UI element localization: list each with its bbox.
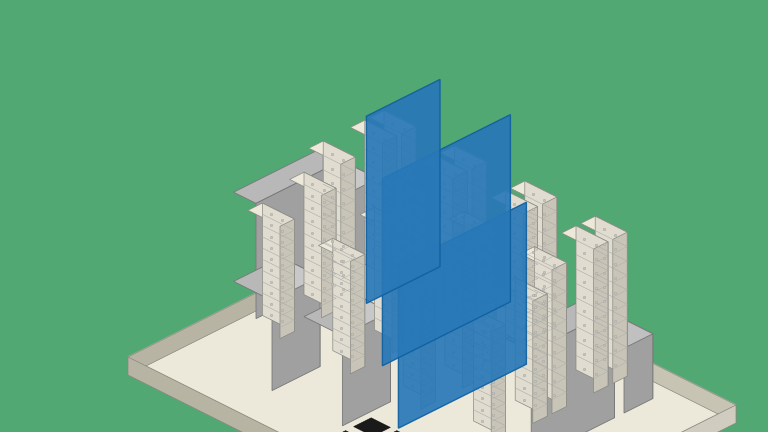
Polygon shape bbox=[576, 226, 608, 386]
Polygon shape bbox=[366, 79, 440, 303]
Polygon shape bbox=[525, 181, 557, 341]
Polygon shape bbox=[322, 188, 336, 318]
Polygon shape bbox=[374, 207, 406, 346]
Polygon shape bbox=[435, 156, 467, 315]
Polygon shape bbox=[333, 238, 365, 367]
Polygon shape bbox=[459, 309, 505, 332]
Polygon shape bbox=[449, 211, 496, 235]
Polygon shape bbox=[382, 114, 511, 366]
Polygon shape bbox=[430, 243, 477, 266]
Polygon shape bbox=[352, 178, 378, 270]
Polygon shape bbox=[520, 247, 566, 270]
Polygon shape bbox=[421, 289, 435, 409]
Polygon shape bbox=[594, 242, 608, 393]
Polygon shape bbox=[453, 172, 467, 323]
Polygon shape bbox=[482, 227, 496, 378]
Polygon shape bbox=[501, 278, 547, 301]
Polygon shape bbox=[399, 202, 526, 428]
Polygon shape bbox=[613, 232, 627, 384]
Polygon shape bbox=[128, 357, 480, 432]
Polygon shape bbox=[360, 207, 406, 231]
Polygon shape bbox=[323, 147, 346, 274]
Polygon shape bbox=[515, 278, 547, 416]
Polygon shape bbox=[233, 257, 320, 301]
Polygon shape bbox=[369, 111, 416, 134]
Polygon shape bbox=[323, 141, 355, 301]
Polygon shape bbox=[624, 334, 653, 413]
Polygon shape bbox=[589, 297, 614, 418]
Polygon shape bbox=[309, 141, 355, 164]
Polygon shape bbox=[353, 418, 390, 432]
Polygon shape bbox=[379, 176, 425, 200]
Polygon shape bbox=[480, 405, 736, 432]
Polygon shape bbox=[328, 431, 365, 432]
Polygon shape bbox=[128, 229, 384, 375]
Polygon shape bbox=[384, 229, 736, 423]
Polygon shape bbox=[581, 216, 627, 239]
Polygon shape bbox=[384, 111, 416, 270]
Polygon shape bbox=[392, 223, 406, 353]
Polygon shape bbox=[343, 312, 390, 426]
Polygon shape bbox=[552, 263, 566, 414]
Polygon shape bbox=[445, 243, 477, 381]
Polygon shape bbox=[462, 259, 477, 388]
Polygon shape bbox=[492, 325, 505, 432]
Polygon shape bbox=[341, 157, 355, 308]
Polygon shape bbox=[627, 321, 653, 399]
Polygon shape bbox=[464, 211, 496, 372]
Polygon shape bbox=[365, 120, 397, 280]
Polygon shape bbox=[595, 216, 627, 376]
Polygon shape bbox=[352, 292, 390, 402]
Polygon shape bbox=[505, 297, 614, 351]
Polygon shape bbox=[523, 206, 538, 358]
Polygon shape bbox=[505, 191, 538, 351]
Polygon shape bbox=[282, 257, 320, 367]
Polygon shape bbox=[389, 273, 435, 297]
Polygon shape bbox=[256, 159, 346, 319]
Polygon shape bbox=[531, 310, 614, 432]
Polygon shape bbox=[272, 276, 320, 391]
Polygon shape bbox=[263, 203, 294, 331]
Polygon shape bbox=[402, 127, 416, 278]
Polygon shape bbox=[128, 229, 736, 432]
Polygon shape bbox=[455, 146, 486, 306]
Polygon shape bbox=[492, 191, 538, 214]
Polygon shape bbox=[379, 431, 416, 432]
Polygon shape bbox=[304, 172, 336, 311]
Polygon shape bbox=[440, 146, 486, 169]
Polygon shape bbox=[290, 172, 336, 195]
Polygon shape bbox=[233, 147, 346, 203]
Polygon shape bbox=[421, 156, 467, 178]
Polygon shape bbox=[403, 273, 435, 402]
Polygon shape bbox=[411, 192, 425, 343]
Polygon shape bbox=[350, 254, 365, 374]
Polygon shape bbox=[474, 309, 505, 432]
Polygon shape bbox=[329, 167, 378, 191]
Polygon shape bbox=[533, 294, 547, 423]
Polygon shape bbox=[511, 181, 557, 204]
Polygon shape bbox=[382, 136, 397, 287]
Polygon shape bbox=[535, 247, 566, 407]
Polygon shape bbox=[472, 162, 486, 313]
Polygon shape bbox=[304, 292, 390, 336]
Polygon shape bbox=[350, 120, 397, 143]
Polygon shape bbox=[248, 203, 294, 226]
Polygon shape bbox=[542, 197, 557, 348]
Polygon shape bbox=[355, 167, 378, 258]
Polygon shape bbox=[561, 226, 608, 249]
Polygon shape bbox=[319, 238, 365, 261]
Polygon shape bbox=[393, 176, 425, 336]
Polygon shape bbox=[280, 219, 294, 339]
Polygon shape bbox=[598, 321, 653, 348]
